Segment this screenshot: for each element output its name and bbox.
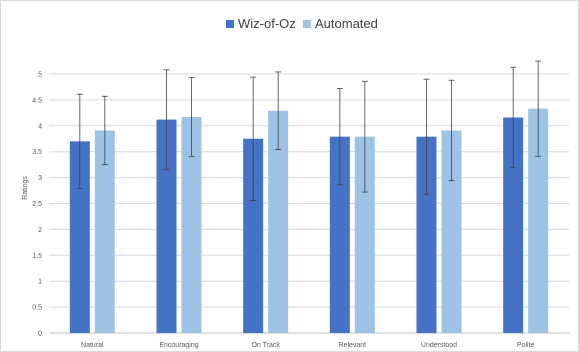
y-axis-title: Ratings: [22, 176, 29, 200]
legend-swatch: [303, 20, 311, 28]
bars: [69, 108, 549, 334]
error-bar: [448, 79, 455, 182]
bar-automated-understood: [441, 130, 462, 333]
y-tick-label: 0: [38, 331, 42, 338]
legend-label: Wiz-of-Oz: [238, 16, 296, 31]
y-tick-label: 1.5: [32, 253, 42, 260]
legend-swatch: [226, 20, 234, 28]
error-bar: [336, 88, 343, 186]
y-tick-label: 0.5: [32, 305, 42, 312]
x-tick-label: Polite: [517, 342, 535, 349]
bar-automated-relevant: [354, 136, 375, 333]
bar-automated-on-track: [268, 110, 289, 333]
bar-wiz-of-oz-encouraging: [156, 119, 177, 333]
y-tick-label: 3: [38, 175, 42, 182]
y-tick-label: 4.5: [32, 97, 42, 104]
bar-wiz-of-oz-relevant: [329, 136, 350, 333]
x-tick-label: Relevant: [339, 342, 367, 349]
x-tick-label: Encouraging: [159, 342, 198, 349]
legend-item: Wiz-of-Oz: [226, 16, 296, 31]
bar-automated-polite: [528, 108, 549, 334]
error-bar: [101, 95, 108, 166]
y-tick-label: 3.5: [32, 149, 42, 156]
error-bar: [188, 77, 195, 157]
bar-wiz-of-oz-understood: [416, 136, 437, 333]
y-tick-label: 5: [38, 72, 42, 79]
error-bar: [510, 66, 517, 169]
legend-item: Automated: [303, 16, 378, 31]
error-bars: [76, 60, 542, 201]
error-bar: [163, 69, 170, 170]
bar-automated-natural: [94, 130, 115, 333]
legend-label: Automated: [315, 16, 378, 31]
error-bar: [250, 76, 257, 201]
x-tick-label: On Track: [251, 342, 280, 349]
bar-wiz-of-oz-on-track: [243, 138, 264, 333]
error-bar: [275, 71, 282, 151]
error-bar: [423, 78, 430, 195]
error-bar: [361, 80, 368, 193]
error-bar: [76, 93, 83, 189]
error-bar: [535, 60, 542, 157]
legend: Wiz-of-Oz Automated: [226, 16, 378, 31]
bar-wiz-of-oz-polite: [503, 117, 524, 334]
bar-wiz-of-oz-natural: [69, 141, 90, 333]
y-tick-labels: 0 0.5 1 1.5 2 2.5 3 3.5 4 4.5 5: [32, 72, 42, 338]
y-tick-label: 1: [38, 279, 42, 286]
y-tick-label: 2: [38, 227, 42, 234]
x-tick-label: Natural: [81, 342, 104, 349]
x-tick-label: Understood: [421, 342, 457, 349]
y-tick-label: 4: [38, 123, 42, 130]
bar-automated-encouraging: [181, 116, 202, 333]
gridlines: [49, 73, 569, 334]
y-tick-label: 2.5: [32, 201, 42, 208]
x-tick-labels: Natural Encouraging On Track Relevant Unders…: [81, 342, 534, 349]
